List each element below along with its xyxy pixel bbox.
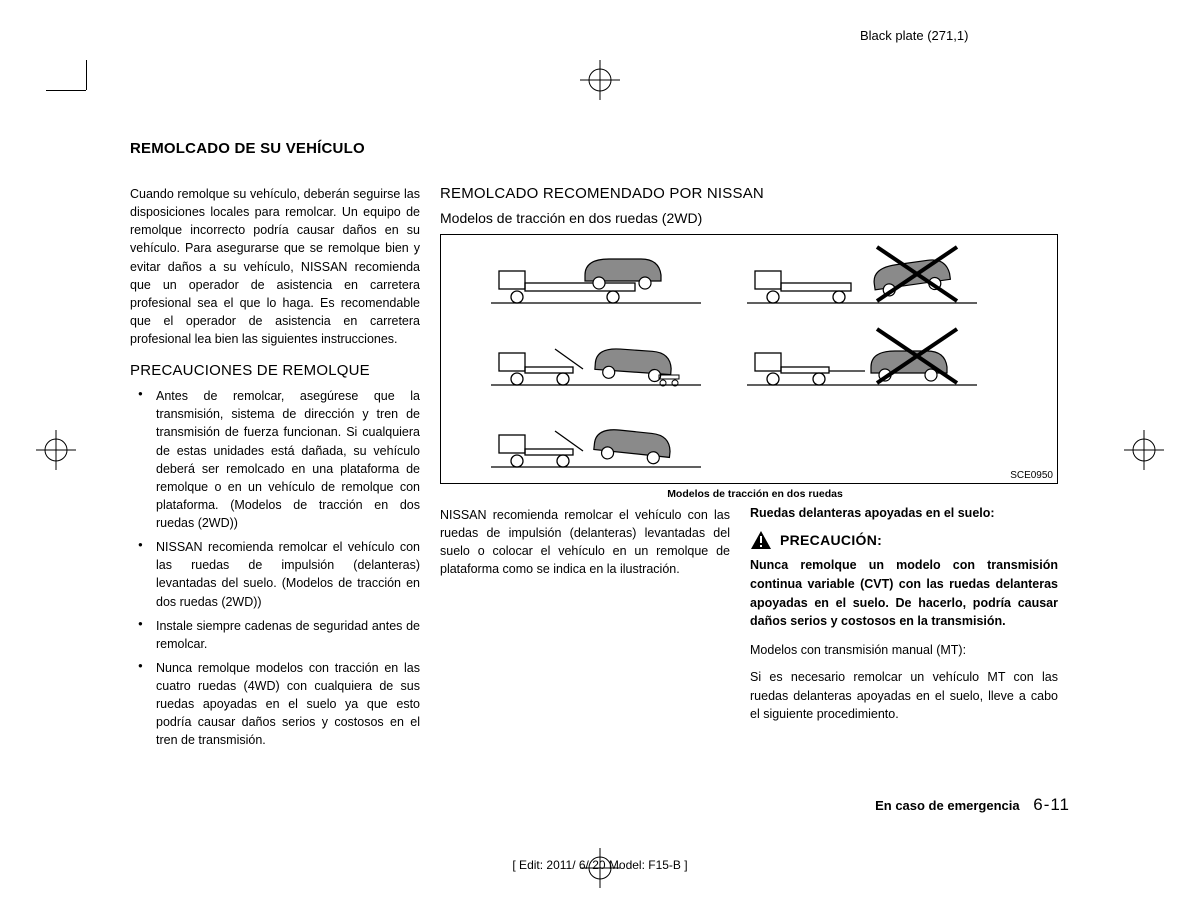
list-item: Instale siempre cadenas de seguridad ant… <box>130 617 420 653</box>
mt-body: Si es necesario remolcar un vehículo MT … <box>750 668 1058 724</box>
subtype-heading: Modelos de tracción en dos ruedas (2WD) <box>440 210 1070 226</box>
caution-body: Nunca remolque un modelo con transmisión… <box>750 556 1058 631</box>
corner-mark-h <box>46 90 86 91</box>
crop-mark-right-icon <box>1124 430 1164 470</box>
crop-mark-top-icon <box>580 60 620 100</box>
crop-mark-left-icon <box>36 430 76 470</box>
precautions-list: Antes de remolcar, asegúrese que la tran… <box>130 387 420 749</box>
list-item: Antes de remolcar, asegúrese que la tran… <box>130 387 420 532</box>
towing-towbar-bad-icon <box>747 325 977 389</box>
mt-heading: Modelos con transmisión manual (MT): <box>750 641 1058 660</box>
towing-wheellift-ok-icon <box>491 407 701 471</box>
right-column-stack: REMOLCADO RECOMENDADO POR NISSAN Modelos… <box>440 185 1070 756</box>
front-wheels-heading: Ruedas delanteras apoyadas en el suelo: <box>750 506 1058 520</box>
warning-triangle-icon <box>750 530 772 550</box>
section-label: En caso de emergencia <box>875 798 1020 813</box>
list-item: NISSAN recomienda remolcar el vehículo c… <box>130 538 420 611</box>
edit-metadata-line: [ Edit: 2011/ 6/ 20 Model: F15-B ] <box>0 858 1200 872</box>
lower-right-text: Ruedas delanteras apoyadas en el suelo: … <box>750 506 1058 732</box>
plate-label: Black plate (271,1) <box>860 28 968 43</box>
recommended-heading: REMOLCADO RECOMENDADO POR NISSAN <box>440 185 1070 202</box>
corner-mark-v <box>86 60 87 90</box>
caution-row: PRECAUCIÓN: <box>750 530 1058 550</box>
lower-left-text: NISSAN recomienda remolcar el vehículo c… <box>440 506 730 732</box>
illustration-caption: Modelos de tracción en dos ruedas <box>440 488 1070 500</box>
recommendation-paragraph: NISSAN recomienda remolcar el vehículo c… <box>440 506 730 579</box>
list-item: Nunca remolque modelos con tracción en l… <box>130 659 420 750</box>
towing-illustration-frame: SCE0950 <box>440 234 1058 484</box>
page-title: REMOLCADO DE SU VEHÍCULO <box>130 140 1070 157</box>
illustration-code: SCE0950 <box>1010 470 1053 481</box>
precautions-heading: PRECAUCIONES DE REMOLQUE <box>130 362 420 379</box>
towing-flatbed-ok-icon <box>491 243 701 307</box>
page-content: REMOLCADO DE SU VEHÍCULO Cuando remolque… <box>130 140 1070 756</box>
column-1: Cuando remolque su vehículo, deberán seg… <box>130 185 420 756</box>
intro-paragraph: Cuando remolque su vehículo, deberán seg… <box>130 185 420 348</box>
page-number: 6-11 <box>1033 795 1070 814</box>
caution-label: PRECAUCIÓN: <box>780 532 882 548</box>
section-footer: En caso de emergencia 6-11 <box>875 795 1070 815</box>
towing-flatbed-bad-icon <box>747 243 977 307</box>
towing-wheellift-dolly-ok-icon <box>491 325 701 389</box>
